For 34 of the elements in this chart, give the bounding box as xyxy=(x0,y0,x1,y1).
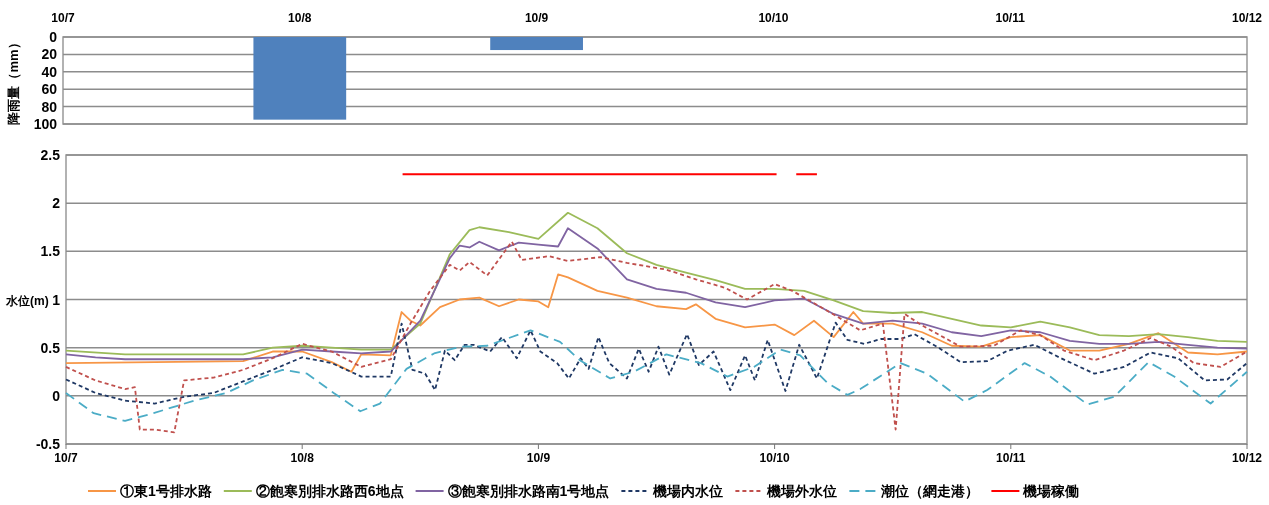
y-tick-label: 20 xyxy=(41,46,58,63)
legend-label: 機場内水位 xyxy=(652,483,724,499)
y-axis-title: 水位(m) xyxy=(5,293,49,308)
y-tick-label: 60 xyxy=(41,81,58,98)
x-tick-label: 10/8 xyxy=(290,451,315,465)
y-axis-title: 降雨量（mm） xyxy=(6,36,21,125)
legend-label: 潮位（網走港） xyxy=(880,483,980,499)
legend-label: ②飽寒別排水路西6地点 xyxy=(255,483,404,499)
x-tick-label: 10/12 xyxy=(1231,451,1263,465)
y-tick-label: -0.5 xyxy=(35,436,61,452)
y-tick-label: 0 xyxy=(52,387,61,404)
x-tick-label: 10/8 xyxy=(288,11,312,25)
x-tick-label: 10/9 xyxy=(524,11,549,25)
y-tick-label: 40 xyxy=(41,63,58,80)
x-tick-label: 10/7 xyxy=(51,11,75,25)
x-tick-label: 10/10 xyxy=(759,451,790,465)
y-tick-label: 0 xyxy=(49,29,58,45)
legend-label: 機場外水位 xyxy=(766,483,838,499)
y-tick-label: 1 xyxy=(52,291,61,308)
legend-label: 機場稼働 xyxy=(1022,483,1080,499)
x-tick-label: 10/11 xyxy=(995,11,1026,25)
x-tick-label: 10/11 xyxy=(996,451,1026,465)
x-tick-label: 10/10 xyxy=(758,11,789,25)
x-tick-label: 10/7 xyxy=(54,451,78,465)
y-tick-label: 100 xyxy=(33,116,58,132)
y-tick-label: 2.5 xyxy=(40,147,61,163)
y-tick-label: 1.5 xyxy=(40,243,61,260)
x-tick-label: 10/12 xyxy=(1231,11,1263,25)
x-tick-label: 10/9 xyxy=(526,451,551,465)
legend-label: ③飽寒別排水路南1号地点 xyxy=(447,483,610,499)
y-tick-label: 80 xyxy=(41,98,58,115)
y-tick-label: 2 xyxy=(52,195,61,212)
legend-label: ①東1号排水路 xyxy=(120,483,212,499)
y-tick-label: 0.5 xyxy=(40,339,61,356)
